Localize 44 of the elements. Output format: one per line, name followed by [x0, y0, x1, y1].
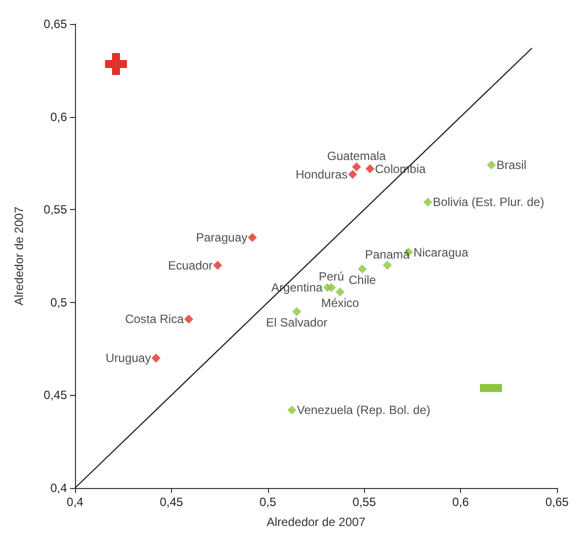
annotation: Venezuela (Rep. Bol. de): [296, 403, 430, 418]
annotation: Brasil: [496, 158, 526, 172]
point: [486, 160, 496, 170]
annotation: Nicaragua: [414, 245, 469, 260]
annotation: Perú: [318, 270, 344, 284]
y-tick-label: 0,6: [50, 110, 68, 124]
x-tick-label: 0,4: [66, 495, 84, 509]
point: [213, 260, 222, 270]
point: [292, 307, 302, 316]
annotation: Paraguay: [196, 230, 248, 244]
point: [248, 232, 257, 242]
point: [348, 170, 358, 179]
annotation: Ecuador: [168, 258, 213, 272]
y-tick-label: 0,55: [44, 202, 68, 217]
y-tick-label: 0,5: [50, 295, 68, 310]
x-tick-label: 0,55: [352, 495, 376, 509]
annotation: Guatemala: [327, 148, 386, 163]
y-tick-label: 0,65: [44, 17, 68, 31]
point: [184, 314, 194, 324]
point: [352, 162, 361, 172]
annotation: Panamá: [364, 247, 410, 262]
x-tick-label: 0,45: [160, 495, 184, 509]
point: [287, 406, 296, 415]
annotation: Costa Rica: [125, 312, 184, 326]
y-tick-label: 0,4: [50, 481, 68, 495]
point: [326, 283, 336, 292]
point: [382, 260, 392, 270]
annotation: Bolivia (Est. Plur. de): [432, 195, 544, 210]
annotation: Uruguay: [106, 351, 151, 366]
annotation: El Salvador: [266, 316, 328, 330]
point: [365, 164, 374, 174]
y-tick-label: 0,45: [44, 388, 68, 402]
x-axis-title: Alrededor de 2007: [266, 515, 366, 529]
x-tick-label: 0,65: [545, 495, 569, 509]
point: [336, 288, 345, 297]
point: [151, 354, 160, 363]
annotation: México: [321, 296, 360, 310]
annotation: Honduras: [296, 167, 348, 182]
x-tick-label: 0,5: [259, 495, 276, 509]
x-tick-label: 0,6: [452, 495, 470, 509]
y-axis-title: Alrededor de 2007: [12, 206, 26, 306]
point: [358, 264, 367, 274]
annotation: Chile: [348, 272, 376, 287]
point: [423, 198, 432, 207]
